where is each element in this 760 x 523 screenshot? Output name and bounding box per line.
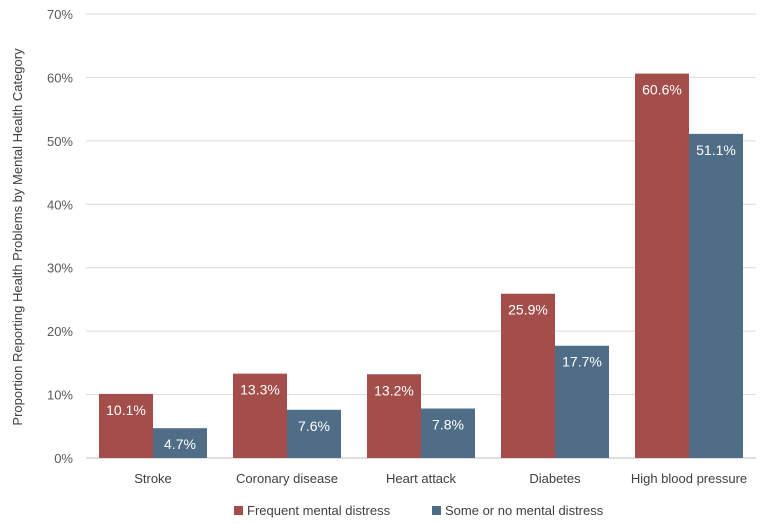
x-category-label: Diabetes xyxy=(529,471,581,486)
data-label: 10.1% xyxy=(106,402,146,418)
y-axis-label: Proportion Reporting Health Problems by … xyxy=(10,48,25,426)
bar xyxy=(501,294,555,458)
y-tick-label: 50% xyxy=(47,134,73,149)
x-category-label: High blood pressure xyxy=(631,471,747,486)
y-tick-label: 20% xyxy=(47,324,73,339)
data-label: 7.8% xyxy=(432,417,464,433)
data-label: 4.7% xyxy=(164,436,196,452)
legend: Frequent mental distress Some or no menta… xyxy=(234,503,604,518)
bars xyxy=(99,74,743,458)
y-tick-label: 30% xyxy=(47,261,73,276)
bar xyxy=(635,74,689,458)
x-category-label: Coronary disease xyxy=(236,471,338,486)
data-label: 25.9% xyxy=(508,302,548,318)
legend-swatch xyxy=(432,506,441,515)
data-label: 51.1% xyxy=(696,142,736,158)
bar xyxy=(689,134,743,458)
legend-label: Some or no mental distress xyxy=(445,503,604,518)
x-axis-categories: Stroke Coronary disease Heart attack Diabet… xyxy=(134,471,747,486)
data-label: 7.6% xyxy=(298,418,330,434)
y-tick-label: 70% xyxy=(47,7,73,22)
x-category-label: Heart attack xyxy=(386,471,457,486)
y-axis-ticks: 0% 10% 20% 30% 40% 50% 60% 70% xyxy=(47,7,73,466)
data-label: 13.3% xyxy=(240,382,280,398)
y-tick-label: 0% xyxy=(54,451,73,466)
y-tick-label: 60% xyxy=(47,70,73,85)
x-category-label: Stroke xyxy=(134,471,172,486)
data-label: 17.7% xyxy=(562,354,602,370)
data-label: 13.2% xyxy=(374,382,414,398)
data-label: 60.6% xyxy=(642,82,682,98)
y-tick-label: 10% xyxy=(47,388,73,403)
legend-swatch xyxy=(234,506,243,515)
y-tick-label: 40% xyxy=(47,197,73,212)
legend-label: Frequent mental distress xyxy=(247,503,391,518)
